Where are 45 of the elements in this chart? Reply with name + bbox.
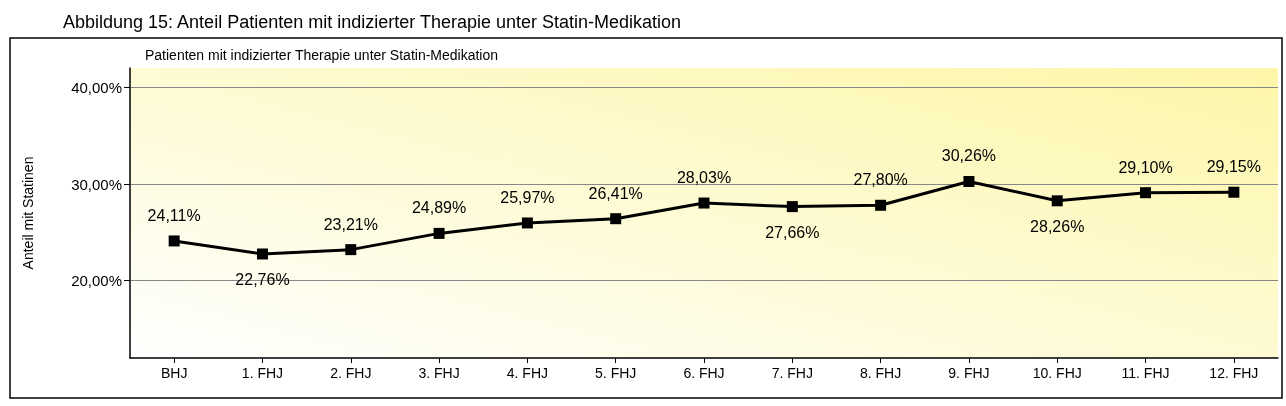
x-tick-label: 7. FHJ [771, 365, 813, 381]
point [433, 227, 445, 239]
data-label: 27,66% [765, 223, 820, 241]
data-label: 29,10% [1118, 158, 1173, 176]
x-tick-label: 8. FHJ [860, 365, 902, 381]
point [963, 175, 975, 187]
y-tick-label: 30,00% [71, 175, 122, 193]
point [610, 213, 622, 225]
data-label: 25,97% [500, 188, 555, 206]
point [345, 244, 357, 256]
data-label: 28,26% [1030, 217, 1085, 235]
x-tick-label: BHJ [160, 365, 188, 381]
data-label: 27,80% [853, 171, 908, 189]
point [1228, 186, 1240, 198]
data-label: 26,41% [588, 184, 643, 202]
point [256, 248, 268, 260]
point [698, 197, 710, 209]
data-label: 24,11% [147, 206, 201, 224]
x-tick-label: 11. FHJ [1121, 365, 1170, 381]
y-axis-title: Anteil mit Statinen [20, 156, 36, 270]
x-tick-label: 12. FHJ [1209, 365, 1259, 381]
x-tick-label: 4. FHJ [506, 365, 548, 381]
chart-title: Abbildung 15: Anteil Patienten mit indizierter Therapie unter Statin-Medikation [63, 12, 682, 32]
point [1051, 195, 1063, 207]
data-label: 30,26% [941, 147, 997, 165]
data-label: 23,21% [323, 215, 378, 233]
x-tick-label: 3. FHJ [418, 365, 460, 381]
y-tick-label: 20,00% [71, 272, 122, 290]
point [875, 199, 887, 211]
y-tick-label: 40,00% [71, 78, 122, 96]
data-label: 22,76% [235, 270, 290, 288]
point [1140, 187, 1152, 199]
x-tick-label: 6. FHJ [683, 365, 725, 381]
x-tick-label: 5. FHJ [595, 365, 637, 381]
x-tick-label: 2. FHJ [330, 365, 372, 381]
point [521, 217, 533, 229]
point [786, 201, 798, 213]
chart-subtitle: Patienten mit indizierter Therapie unter Statin-Medikation [145, 47, 499, 63]
x-tick-label: 10. FHJ [1032, 365, 1082, 381]
data-label: 24,89% [411, 199, 467, 217]
x-tick-label: 9. FHJ [948, 365, 990, 381]
data-label: 29,15% [1206, 158, 1261, 176]
x-tick-label: 1. FHJ [241, 365, 284, 381]
data-label: 28,03% [676, 169, 732, 187]
point [168, 235, 180, 247]
